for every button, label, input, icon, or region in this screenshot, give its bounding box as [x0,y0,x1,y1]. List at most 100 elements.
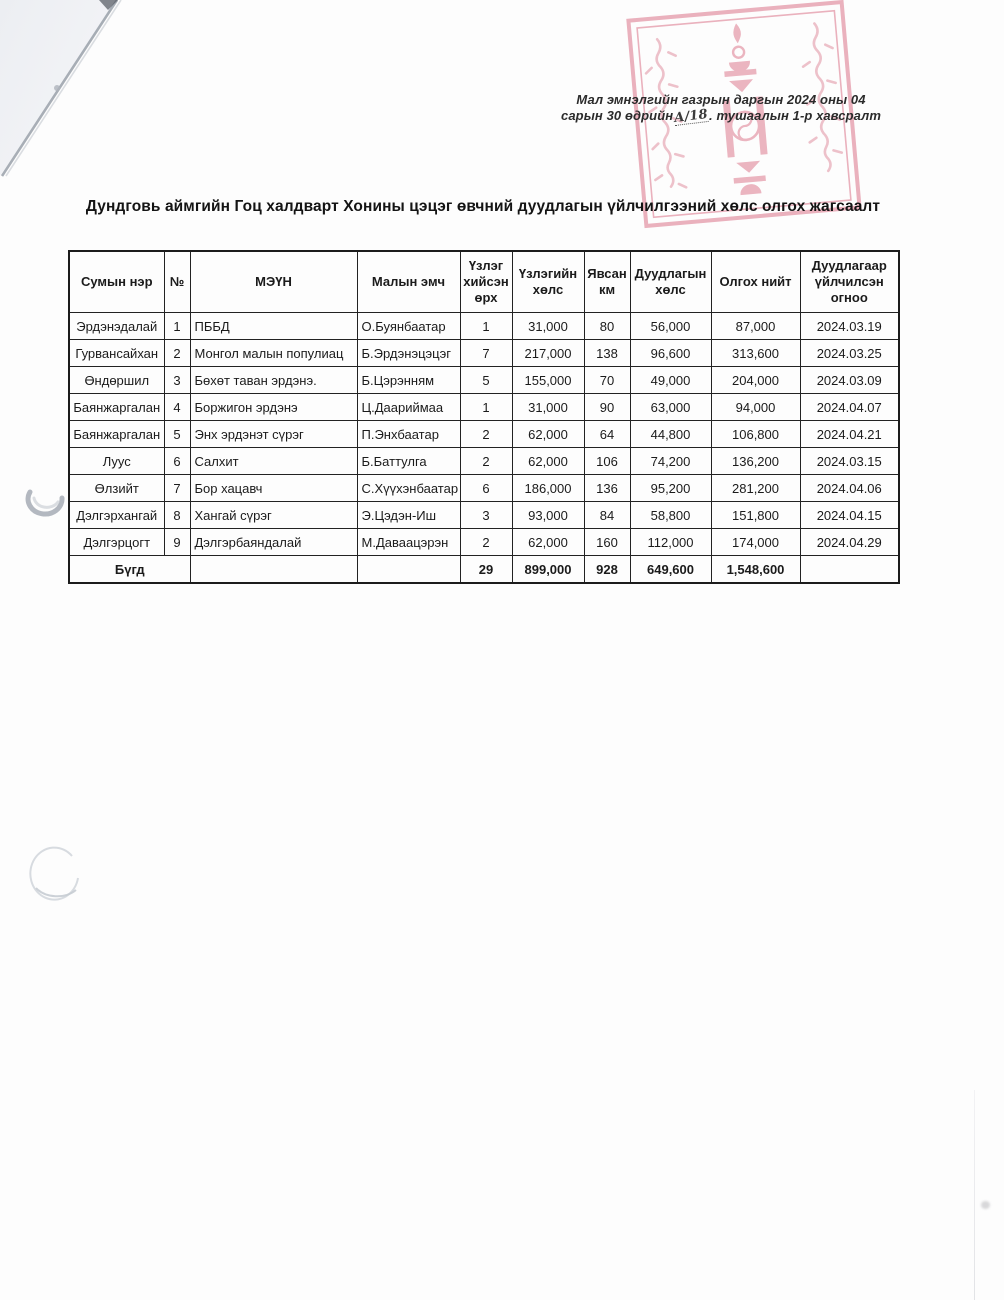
table-footer: Бүгд 29 899,000 928 649,600 1,548,600 [68,555,900,584]
table-cell-call_fee: 95,200 [629,474,712,502]
table-cell-date: 2024.04.21 [799,420,900,448]
scan-artifact-edge-line [974,1090,975,1300]
table-cell-no: 6 [163,447,191,475]
table-cell-km: 70 [583,366,631,394]
table-cell-sum: Дэлгэрцогт [68,528,165,556]
table-cell-call_fee: 112,000 [629,528,712,556]
table-cell-vet: С.Хүүхэнбаатар [356,474,461,502]
table-cell-call_fee: 63,000 [629,393,712,421]
appendix-note-line2: сарын 30 өдрийнА/18. тушаалын 1-р хавсра… [556,107,886,127]
table-cell-vet: Б.Баттулга [356,447,461,475]
table-cell-vet: П.Энхбаатар [356,420,461,448]
total-households: 29 [459,555,513,584]
table-cell-households: 3 [459,501,513,529]
table-cell-no: 5 [163,420,191,448]
table-cell-km: 160 [583,528,631,556]
table-row: Баянжаргалан 4 Боржигон эрдэнэ Ц.Даариймаа 1… [68,393,900,421]
table-cell-call_fee: 49,000 [629,366,712,394]
table-cell-no: 7 [163,474,191,502]
table-row: Баянжаргалан 5 Энх эрдэнэт сүрэг П.Энхбаата… [68,420,900,448]
col-header-number: № [163,250,191,313]
table-cell-km: 138 [583,339,631,367]
table-row: Гурвансайхан 2 Монгол малын популиац Б.Эрдэ… [68,339,900,367]
total-empty-meun [189,555,358,584]
table-cell-no: 4 [163,393,191,421]
table-cell-sum: Гурвансайхан [68,339,165,367]
table-cell-exam_fee: 186,000 [511,474,585,502]
table-cell-total: 281,200 [710,474,801,502]
table-cell-meun: Хангай сүрэг [189,501,358,529]
table-cell-call_fee: 56,000 [629,312,712,340]
table-cell-vet: Ц.Даариймаа [356,393,461,421]
table-cell-exam_fee: 62,000 [511,528,585,556]
table-cell-date: 2024.03.09 [799,366,900,394]
table-cell-call_fee: 58,800 [629,501,712,529]
table-cell-call_fee: 44,800 [629,420,712,448]
table-cell-no: 2 [163,339,191,367]
table-row: Өндөршил 3 Бөхөт таван эрдэнэ. Б.Цэрэнням 5 1… [68,366,900,394]
appendix-note-line2-suffix: . тушаалын 1-р хавсралт [709,108,881,124]
table-cell-sum: Өндөршил [68,366,165,394]
table-cell-date: 2024.03.19 [799,312,900,340]
table-cell-meun: ПББД [189,312,358,340]
table-cell-exam_fee: 31,000 [511,393,585,421]
appendix-note-line1: Мал эмнэлгийн газрын даргын 2024 оны 04 [576,92,866,107]
col-header-veterinarian: Малын эмч [356,250,461,313]
page-fold-corner [0,0,118,176]
table-cell-vet: М.Даваацэрэн [356,528,461,556]
table-body: Эрдэнэдалай 1 ПББД О.Буянбаатар 1 31,000 80 56,… [68,312,900,556]
table-header-row: Сумын нэр № МЭҮН Малын эмч Үзлэг хийсэн … [68,250,900,313]
table-row: Эрдэнэдалай 1 ПББД О.Буянбаатар 1 31,000 80 56,… [68,312,900,340]
col-header-households-examined: Үзлэг хийсэн өрх [459,250,513,313]
table-header: Сумын нэр № МЭҮН Малын эмч Үзлэг хийсэн … [68,250,900,313]
table-cell-vet: Э.Цэдэн-Иш [356,501,461,529]
table-cell-no: 9 [163,528,191,556]
table-cell-households: 2 [459,528,513,556]
col-header-km-traveled: Явсан км [583,250,631,313]
table-cell-meun: Энх эрдэнэт сүрэг [189,420,358,448]
table-cell-meun: Дэлгэрбаяндалай [189,528,358,556]
table-cell-no: 8 [163,501,191,529]
table-cell-exam_fee: 93,000 [511,501,585,529]
total-grand: 1,548,600 [710,555,801,584]
payment-table: Сумын нэр № МЭҮН Малын эмч Үзлэг хийсэн … [68,250,900,584]
col-header-total-granted: Олгох нийт [710,250,801,313]
table-cell-date: 2024.03.15 [799,447,900,475]
table-cell-call_fee: 96,600 [629,339,712,367]
table-cell-meun: Бор хацавч [189,474,358,502]
table-cell-exam_fee: 217,000 [511,339,585,367]
table-cell-call_fee: 74,200 [629,447,712,475]
total-call-fee: 649,600 [629,555,712,584]
table-cell-date: 2024.03.25 [799,339,900,367]
table-cell-households: 1 [459,393,513,421]
table-cell-households: 2 [459,420,513,448]
table-row: Дэлгэрцогт 9 Дэлгэрбаяндалай М.Даваацэрэн 2 6… [68,528,900,556]
col-header-call-fee: Дуудлагын хөлс [629,250,712,313]
appendix-note-line2-prefix: сарын 30 өдрийн [561,108,674,124]
table-cell-total: 204,000 [710,366,801,394]
scan-artifact-dot [981,1201,990,1209]
table-cell-sum: Эрдэнэдалай [68,312,165,340]
table-cell-households: 2 [459,447,513,475]
table-cell-total: 106,800 [710,420,801,448]
table-cell-households: 6 [459,474,513,502]
table-cell-total: 87,000 [710,312,801,340]
table-cell-vet: Б.Эрдэнэцэцэг [356,339,461,367]
table-cell-date: 2024.04.15 [799,501,900,529]
table-cell-no: 3 [163,366,191,394]
table-cell-households: 5 [459,366,513,394]
table-cell-date: 2024.04.07 [799,393,900,421]
table-cell-km: 90 [583,393,631,421]
table-cell-km: 80 [583,312,631,340]
document-title: Дундговь аймгийн Гоц халдварт Хонины цэц… [85,198,881,215]
col-header-service-date: Дуудлагаар үйлчилсэн огноо [799,250,900,313]
appendix-note: Мал эмнэлгийн газрын даргын 2024 оны 04 … [556,92,886,127]
table-cell-vet: О.Буянбаатар [356,312,461,340]
table-row: Луус 6 Салхит Б.Баттулга 2 62,000 106 74,200 136… [68,447,900,475]
total-empty-date [799,555,900,584]
table-cell-total: 151,800 [710,501,801,529]
table-cell-meun: Бөхөт таван эрдэнэ. [189,366,358,394]
table-cell-no: 1 [163,312,191,340]
table-cell-sum: Баянжаргалан [68,420,165,448]
